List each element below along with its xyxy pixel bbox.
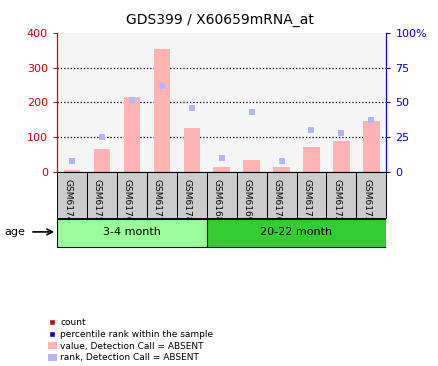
Bar [94,149,110,172]
Legend: count, percentile rank within the sample, value, Detection Call = ABSENT, rank, : count, percentile rank within the sample… [44,315,216,366]
Bar [153,49,170,172]
Bar [243,160,259,172]
Text: GSM6175: GSM6175 [93,179,102,222]
Text: GSM6178: GSM6178 [182,179,191,222]
FancyBboxPatch shape [236,172,266,218]
Bar [183,128,200,172]
Text: GSM6170: GSM6170 [272,179,281,222]
Bar [213,167,230,172]
Bar [303,147,319,172]
Text: GSM6176: GSM6176 [123,179,131,222]
Bar [362,122,379,172]
FancyBboxPatch shape [117,172,147,218]
Bar [273,167,289,172]
FancyBboxPatch shape [356,172,385,218]
Text: age: age [4,227,25,237]
Text: 20-22 month: 20-22 month [260,227,332,237]
FancyBboxPatch shape [326,172,356,218]
Text: GSM6172: GSM6172 [332,179,341,222]
Text: 3-4 month: 3-4 month [103,227,160,237]
Text: GSM6168: GSM6168 [212,179,221,222]
Bar [124,97,140,172]
Text: GSM6173: GSM6173 [361,179,371,222]
FancyBboxPatch shape [147,172,177,218]
Bar [206,219,385,247]
FancyBboxPatch shape [296,172,326,218]
Text: GSM6174: GSM6174 [63,179,72,222]
Bar [332,141,349,172]
Text: GSM6177: GSM6177 [152,179,162,222]
FancyBboxPatch shape [87,172,117,218]
Text: GSM6171: GSM6171 [302,179,311,222]
Bar [57,219,206,247]
FancyBboxPatch shape [177,172,206,218]
FancyBboxPatch shape [266,172,296,218]
Text: GDS399 / X60659mRNA_at: GDS399 / X60659mRNA_at [125,13,313,27]
FancyBboxPatch shape [206,172,236,218]
Text: GSM6169: GSM6169 [242,179,251,222]
FancyBboxPatch shape [57,172,87,218]
Bar [64,170,80,172]
